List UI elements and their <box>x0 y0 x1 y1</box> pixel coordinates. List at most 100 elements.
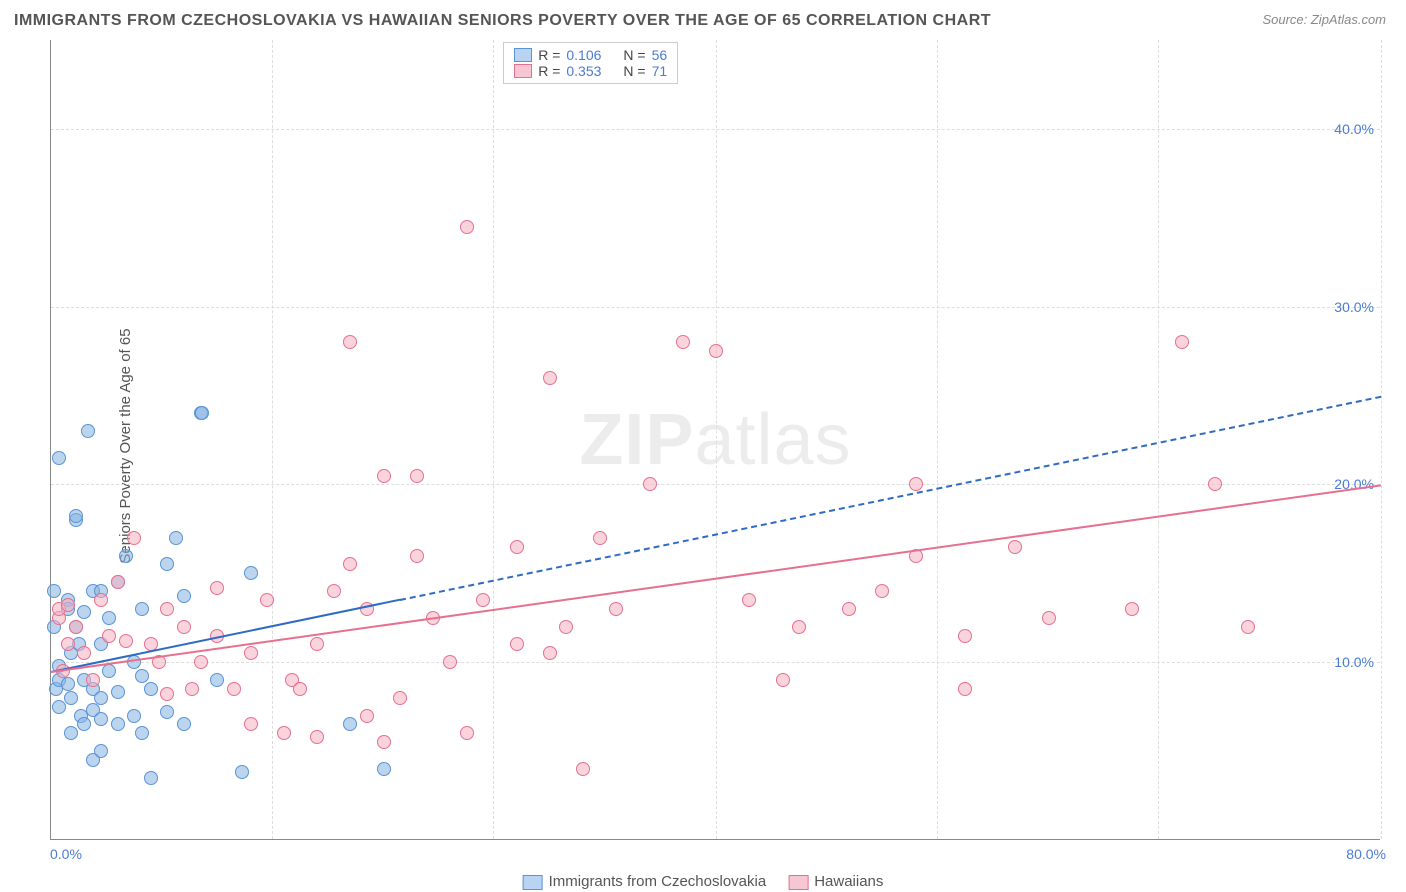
scatter-point-blue <box>160 705 174 719</box>
scatter-point-blue <box>64 726 78 740</box>
scatter-point-pink <box>244 717 258 731</box>
legend-bottom: Immigrants from Czechoslovakia Hawaiians <box>523 873 884 890</box>
scatter-point-pink <box>476 593 490 607</box>
scatter-point-blue <box>102 664 116 678</box>
scatter-point-pink <box>343 335 357 349</box>
scatter-point-blue <box>102 611 116 625</box>
scatter-point-pink <box>742 593 756 607</box>
legend-r-value: 0.353 <box>566 63 601 79</box>
gridline-vertical <box>493 40 494 839</box>
scatter-point-blue <box>377 762 391 776</box>
scatter-point-pink <box>61 637 75 651</box>
legend-r-value: 0.106 <box>566 47 601 63</box>
y-tick-label: 30.0% <box>1334 299 1374 315</box>
scatter-point-pink <box>643 477 657 491</box>
x-tick-label-max: 80.0% <box>1346 846 1386 862</box>
legend-n-label: N = <box>623 47 645 63</box>
scatter-point-blue <box>169 531 183 545</box>
source-attribution: Source: ZipAtlas.com <box>1262 12 1386 27</box>
scatter-point-pink <box>160 687 174 701</box>
plot-area: ZIPatlas 10.0%20.0%30.0%40.0%R =0.106N =… <box>50 40 1380 840</box>
scatter-point-blue <box>244 566 258 580</box>
legend-swatch <box>788 875 808 890</box>
gridline-vertical <box>272 40 273 839</box>
scatter-point-blue <box>210 673 224 687</box>
scatter-point-pink <box>1208 477 1222 491</box>
scatter-point-pink <box>792 620 806 634</box>
scatter-point-pink <box>543 646 557 660</box>
scatter-point-pink <box>119 634 133 648</box>
scatter-point-pink <box>210 581 224 595</box>
scatter-point-blue <box>144 771 158 785</box>
scatter-point-blue <box>77 717 91 731</box>
scatter-point-pink <box>127 531 141 545</box>
scatter-point-pink <box>842 602 856 616</box>
gridline-vertical <box>716 40 717 839</box>
scatter-point-blue <box>94 744 108 758</box>
scatter-point-blue <box>195 406 209 420</box>
scatter-point-pink <box>460 726 474 740</box>
scatter-point-pink <box>327 584 341 598</box>
scatter-point-blue <box>160 557 174 571</box>
scatter-point-pink <box>360 709 374 723</box>
scatter-point-pink <box>410 549 424 563</box>
scatter-point-blue <box>69 509 83 523</box>
scatter-point-pink <box>443 655 457 669</box>
scatter-point-pink <box>1125 602 1139 616</box>
scatter-point-pink <box>909 477 923 491</box>
scatter-point-blue <box>81 424 95 438</box>
scatter-point-pink <box>227 682 241 696</box>
legend-label: Immigrants from Czechoslovakia <box>549 873 767 890</box>
scatter-point-pink <box>244 646 258 660</box>
chart-title: IMMIGRANTS FROM CZECHOSLOVAKIA VS HAWAII… <box>14 12 991 30</box>
legend-r-label: R = <box>538 47 560 63</box>
legend-n-value: 56 <box>652 47 668 63</box>
scatter-point-pink <box>776 673 790 687</box>
scatter-point-blue <box>177 589 191 603</box>
scatter-point-pink <box>185 682 199 696</box>
scatter-point-pink <box>510 637 524 651</box>
scatter-point-blue <box>94 691 108 705</box>
scatter-point-pink <box>576 762 590 776</box>
scatter-point-blue <box>111 717 125 731</box>
scatter-point-blue <box>127 655 141 669</box>
legend-swatch <box>523 875 543 890</box>
legend-swatch <box>514 48 532 62</box>
scatter-point-pink <box>410 469 424 483</box>
scatter-point-blue <box>127 709 141 723</box>
scatter-point-pink <box>958 629 972 643</box>
scatter-point-pink <box>177 620 191 634</box>
trend-line <box>400 396 1381 601</box>
scatter-point-blue <box>135 726 149 740</box>
scatter-point-blue <box>94 712 108 726</box>
scatter-point-pink <box>377 735 391 749</box>
y-tick-label: 10.0% <box>1334 654 1374 670</box>
scatter-point-blue <box>64 691 78 705</box>
scatter-point-pink <box>1175 335 1189 349</box>
scatter-point-pink <box>293 682 307 696</box>
scatter-point-pink <box>310 637 324 651</box>
watermark-light: atlas <box>694 400 851 480</box>
scatter-point-pink <box>260 593 274 607</box>
legend-row: R =0.353N =71 <box>514 63 667 79</box>
scatter-point-pink <box>1008 540 1022 554</box>
legend-correlation: R = 0.106 N = 56R =0.353N =71 <box>503 42 678 84</box>
legend-swatch <box>514 64 532 78</box>
scatter-point-blue <box>135 602 149 616</box>
scatter-point-pink <box>377 469 391 483</box>
scatter-point-blue <box>235 765 249 779</box>
scatter-point-pink <box>593 531 607 545</box>
scatter-point-pink <box>77 646 91 660</box>
scatter-point-blue <box>77 605 91 619</box>
scatter-point-blue <box>144 682 158 696</box>
legend-item: Immigrants from Czechoslovakia <box>523 873 767 890</box>
scatter-point-pink <box>61 598 75 612</box>
scatter-point-pink <box>676 335 690 349</box>
scatter-point-pink <box>609 602 623 616</box>
scatter-point-blue <box>61 677 75 691</box>
scatter-point-pink <box>559 620 573 634</box>
legend-label: Hawaiians <box>814 873 883 890</box>
legend-item: Hawaiians <box>788 873 883 890</box>
scatter-point-pink <box>460 220 474 234</box>
scatter-point-pink <box>111 575 125 589</box>
